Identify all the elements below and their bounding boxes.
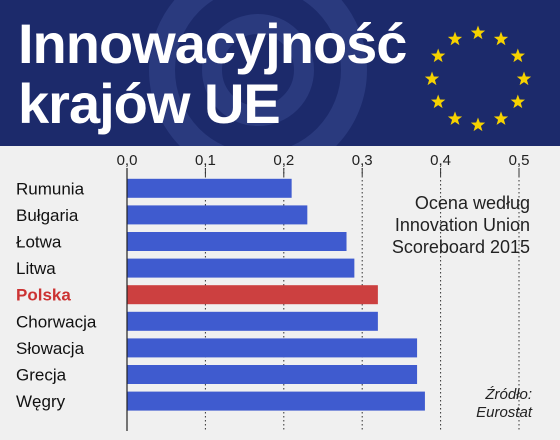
tick-label: 0,1	[195, 152, 216, 169]
star-icon	[470, 25, 486, 40]
star-icon	[424, 71, 440, 86]
star-icon	[510, 94, 525, 109]
chart-note: Ocena według Innovation Union Scoreboard…	[391, 193, 530, 257]
bar	[127, 285, 378, 305]
tick-label: 0,3	[352, 152, 373, 169]
star-icon	[470, 117, 486, 132]
star-icon	[516, 71, 532, 86]
page-title: Innowacyjność krajów UE	[18, 12, 407, 135]
bar	[127, 311, 378, 331]
star-icon	[493, 31, 509, 46]
star-icon	[510, 48, 525, 63]
tick-label: 0,2	[273, 152, 294, 169]
bar	[127, 365, 418, 384]
category-label: Węgry	[16, 392, 66, 411]
title-line-1: Innowacyjność	[18, 12, 407, 75]
category-label: Bułgaria	[16, 206, 79, 225]
eu-flag-stars-icon	[424, 25, 532, 132]
tick-label: 0,0	[117, 152, 138, 169]
bar	[127, 391, 425, 411]
category-label: Rumunia	[16, 179, 85, 198]
star-icon	[493, 111, 509, 125]
category-label: Słowacja	[16, 339, 85, 358]
source-note: Źródło: Eurostat	[476, 386, 532, 421]
star-icon	[431, 48, 446, 63]
category-label: Polska	[16, 286, 71, 305]
star-icon	[447, 31, 463, 46]
bar	[127, 205, 308, 225]
star-icon	[431, 94, 446, 109]
tick-label: 0,5	[509, 152, 530, 169]
title-line-2: krajów UE	[18, 72, 281, 135]
tick-label: 0,4	[430, 152, 451, 169]
bar	[127, 258, 355, 278]
bar	[127, 338, 418, 358]
header-banner: Innowacyjność krajów UE	[0, 0, 560, 146]
star-icon	[447, 111, 463, 125]
category-label: Grecja	[16, 366, 67, 385]
category-label: Chorwacja	[16, 312, 97, 331]
category-label: Łotwa	[16, 233, 62, 252]
category-label: Litwa	[16, 259, 56, 278]
bar-chart: 0,0 0,1 0,2 0,3 0,4 0,5 Rumunia Bułgaria Łotwa Li…	[16, 152, 530, 431]
decorative-swirl	[149, 0, 367, 146]
bar	[127, 232, 347, 251]
bar	[127, 178, 292, 198]
